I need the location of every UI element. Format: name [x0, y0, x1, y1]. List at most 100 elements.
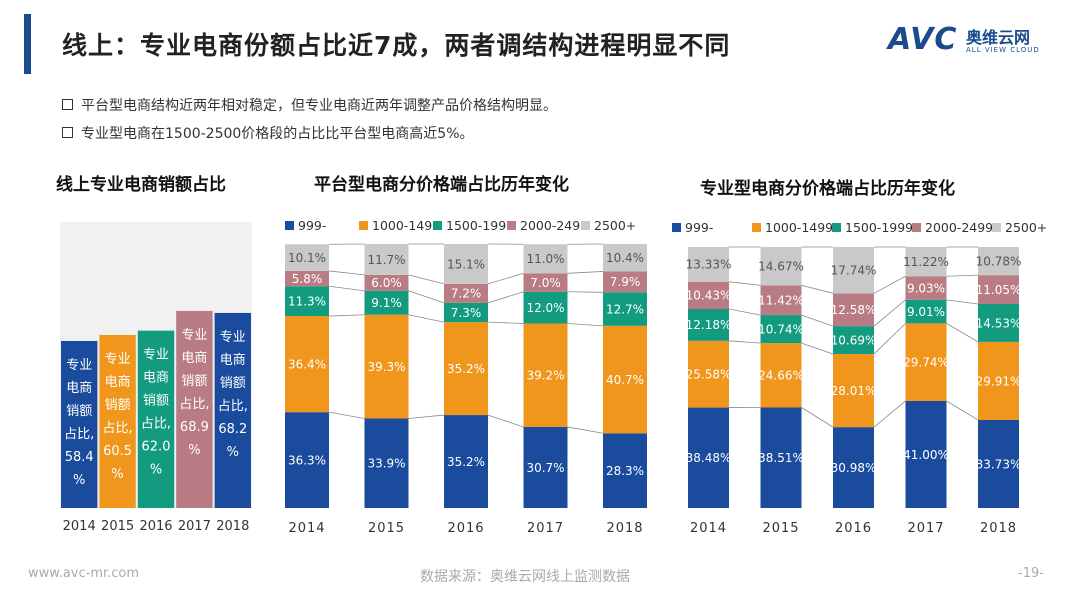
x-tick-label: 2015 — [762, 521, 799, 536]
bullet-item: 平台型电商结构近两年相对稳定，但专业电商近两年调整产品价格结构明显。 — [62, 96, 557, 124]
bar-segment — [760, 343, 802, 408]
data-label: 33.73% — [976, 457, 1022, 471]
connector-line — [408, 290, 445, 304]
bar-segment — [905, 400, 947, 508]
legend-label: 1500-1999 — [845, 220, 913, 235]
bar-segment — [905, 247, 947, 277]
x-tick-label: 2014 — [690, 521, 727, 536]
connector-line — [728, 340, 761, 344]
bar-segment — [603, 325, 647, 434]
legend-swatch — [752, 223, 761, 232]
bar-segment — [760, 315, 802, 344]
connector-line — [567, 271, 604, 274]
bar-segment — [285, 286, 329, 317]
chart-title-platform: 平台型电商分价格端占比历年变化 — [314, 175, 569, 195]
data-label: 40.7% — [606, 373, 644, 387]
connector-line — [946, 274, 979, 277]
data-label: 7.9% — [610, 275, 641, 289]
bar-segment — [760, 285, 802, 316]
data-label: 15.1% — [447, 257, 485, 271]
data-label: 11.7% — [367, 253, 405, 267]
chart-title-share: 线上专业电商销额占比 — [56, 175, 226, 195]
bar-data-label: 专业电商销额占比, 68.9% — [179, 328, 209, 458]
x-tick-label: 2017 — [527, 521, 564, 536]
bar-segment — [905, 299, 947, 324]
legend-swatch — [992, 223, 1001, 232]
connector-line — [801, 284, 834, 294]
connector-line — [328, 314, 365, 317]
x-tick-label: 2014 — [63, 519, 96, 534]
connector-line — [408, 414, 445, 419]
data-label: 11.22% — [903, 255, 949, 269]
bullet-text: 平台型电商结构近两年相对稳定，但专业电商近两年调整产品价格结构明显。 — [81, 98, 557, 114]
connector-line — [487, 414, 524, 428]
bar-segment — [833, 354, 874, 428]
bar-segment — [444, 415, 488, 508]
data-label: 9.1% — [371, 296, 402, 310]
connector-line — [728, 281, 761, 286]
connector-line — [567, 323, 604, 327]
connector-line — [328, 411, 365, 419]
data-label: 14.67% — [758, 259, 804, 273]
bar-data-label: 专业电商销额占比, 58.4% — [64, 358, 94, 488]
bar — [214, 312, 251, 508]
bar-segment — [444, 283, 488, 303]
data-label: 35.2% — [447, 362, 485, 376]
data-label: 7.0% — [530, 276, 561, 290]
data-label: 29.91% — [976, 374, 1022, 388]
connector-line — [873, 400, 906, 428]
bar-segment — [688, 407, 729, 508]
connector-line — [801, 407, 834, 428]
data-label: 33.9% — [367, 457, 405, 471]
legend-label: 2500+ — [1005, 220, 1047, 235]
legend-label: 1000-1499 — [372, 218, 440, 233]
connector-line — [487, 272, 524, 285]
connector-line — [567, 291, 604, 293]
legend-swatch — [672, 223, 681, 232]
bar-segment — [978, 247, 1019, 276]
bar-segment — [978, 341, 1019, 420]
bar — [176, 310, 213, 508]
bar-segment — [364, 274, 409, 291]
x-tick-label: 2017 — [178, 519, 211, 534]
bar-segment — [905, 276, 947, 300]
data-label: 12.0% — [526, 301, 564, 315]
bar-segment — [444, 322, 488, 416]
connector-line — [487, 291, 524, 304]
bar-segment — [688, 247, 729, 282]
bar-segment — [603, 433, 647, 508]
connector-line — [408, 314, 445, 323]
bar-segment — [364, 418, 409, 508]
connector-line — [873, 299, 906, 327]
data-label: 28.01% — [831, 384, 877, 398]
data-label: 30.7% — [526, 461, 564, 475]
connector-line — [328, 270, 365, 276]
legend-swatch — [581, 221, 590, 230]
chart-title-professional: 专业型电商分价格端占比历年变化 — [700, 179, 955, 199]
data-label: 35.2% — [447, 455, 485, 469]
bullet-text: 专业型电商在1500-2500价格段的占比比平台型电商高近5%。 — [81, 126, 474, 142]
logo-mark: AVC — [888, 22, 958, 57]
bullet-list: 平台型电商结构近两年相对稳定，但专业电商近两年调整产品价格结构明显。 专业型电商… — [62, 96, 557, 152]
legend-label: 999- — [298, 218, 326, 233]
legend-label: 999- — [685, 220, 713, 235]
connector-line — [873, 323, 906, 355]
x-tick-label: 2017 — [907, 521, 944, 536]
data-label: 41.00% — [903, 448, 949, 462]
data-label: 10.69% — [831, 333, 877, 347]
legend-label: 2500+ — [594, 218, 636, 233]
connector-line — [801, 314, 834, 327]
connector-line — [946, 299, 979, 305]
data-label: 10.78% — [976, 254, 1022, 268]
data-label: 10.74% — [758, 322, 804, 336]
x-tick-label: 2016 — [447, 521, 484, 536]
bar-segment — [444, 302, 488, 323]
data-label: 39.3% — [367, 360, 405, 374]
bar-segment — [833, 427, 874, 508]
page-title: 线上：专业电商份额占比近7成，两者调结构进程明显不同 — [62, 31, 731, 60]
legend-swatch — [433, 221, 442, 230]
bar-segment — [688, 281, 729, 310]
bar-segment — [603, 244, 647, 272]
data-label: 10.43% — [686, 289, 732, 303]
connector-line — [946, 400, 979, 421]
